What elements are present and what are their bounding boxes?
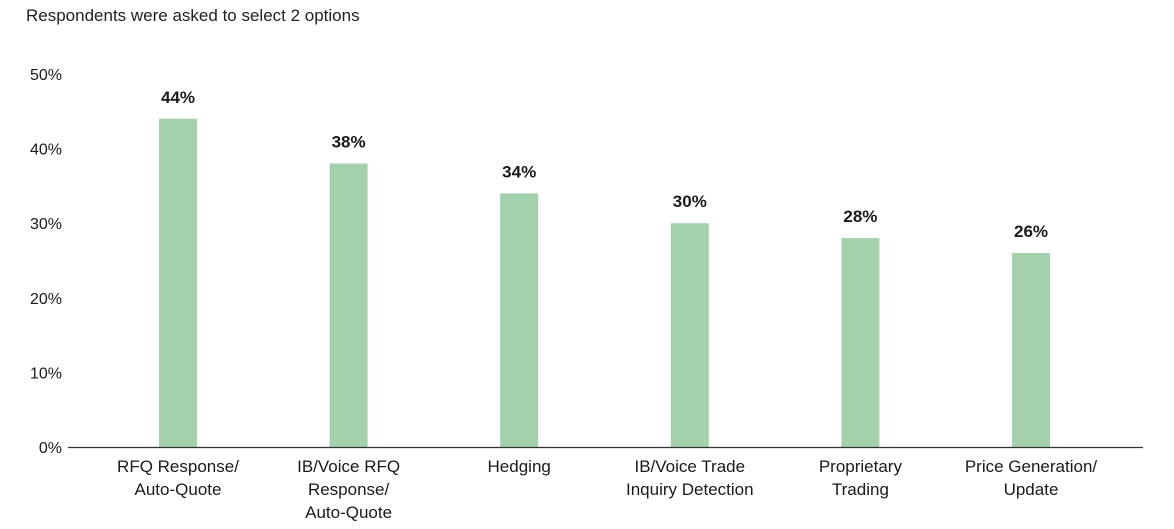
data-label: 26%: [1014, 222, 1048, 241]
bar: [1012, 253, 1050, 447]
bar: [500, 193, 539, 447]
chart-subtitle: Respondents were asked to select 2 optio…: [26, 6, 360, 25]
data-label: 30%: [673, 192, 707, 211]
x-tick-label: Proprietary Trading: [819, 457, 903, 499]
data-labels: 44% 38% 34% 30% 28% 26%: [161, 88, 1048, 241]
bar: [670, 223, 709, 447]
data-label: 38%: [332, 133, 366, 152]
y-tick-label: 10%: [30, 365, 62, 382]
y-tick-label: 0%: [39, 440, 62, 457]
y-axis-tick-labels: 0% 10% 20% 30% 40% 50%: [30, 67, 62, 457]
x-tick-label: Price Generation/Update: [965, 457, 1098, 499]
x-tick-label: IB/Voice RFQ Response/Auto-Quote: [297, 457, 400, 522]
x-tick-label: RFQ Response/Auto-Quote: [117, 457, 239, 499]
y-tick-label: 30%: [30, 216, 62, 233]
bar: [841, 238, 880, 447]
x-tick-label: IB/Voice Trade Inquiry Detection: [626, 457, 754, 499]
data-label: 34%: [502, 162, 536, 181]
data-label: 44%: [161, 88, 195, 107]
data-label: 28%: [843, 207, 877, 226]
y-tick-label: 50%: [30, 67, 62, 84]
bar: [159, 118, 197, 447]
bar-series: [159, 118, 1050, 447]
y-tick-label: 20%: [30, 291, 62, 308]
x-axis-tick-labels: RFQ Response/Auto-Quote IB/Voice RFQ Respo…: [117, 457, 1097, 522]
y-tick-label: 40%: [30, 142, 62, 159]
bar: [329, 163, 368, 447]
x-tick-label: Hedging: [488, 457, 551, 476]
